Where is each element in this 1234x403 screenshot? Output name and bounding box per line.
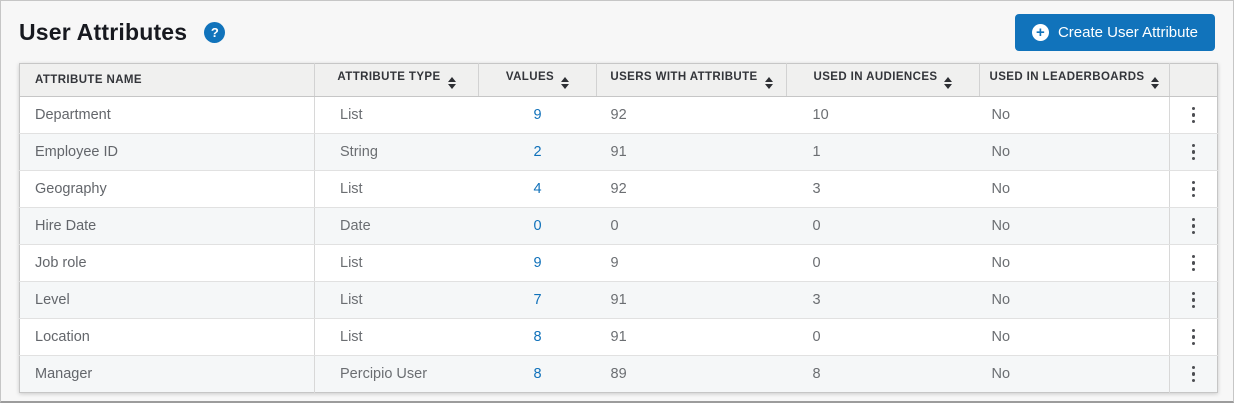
- row-actions-menu-button[interactable]: [1182, 101, 1206, 130]
- table-row: Job role List 9 9 0 No: [20, 245, 1218, 282]
- cell-users-with-attribute: 92: [597, 171, 787, 208]
- cell-users-with-attribute: 91: [597, 134, 787, 171]
- sort-icon: [561, 77, 569, 89]
- row-actions-menu-button[interactable]: [1182, 286, 1206, 315]
- row-actions-menu-button[interactable]: [1182, 175, 1206, 204]
- values-link[interactable]: 2: [533, 144, 541, 160]
- cell-used-in-audiences: 0: [787, 245, 980, 282]
- row-actions-menu-button[interactable]: [1182, 138, 1206, 167]
- page-title: User Attributes: [19, 19, 187, 46]
- cell-used-in-audiences: 0: [787, 208, 980, 245]
- sort-icon: [1151, 77, 1159, 89]
- table-row: Department List 9 92 10 No: [20, 97, 1218, 134]
- cell-attribute-name: Level: [20, 282, 315, 319]
- table-row: Hire Date Date 0 0 0 No: [20, 208, 1218, 245]
- user-attributes-table: ATTRIBUTE NAME ATTRIBUTE TYPE VALUES USE…: [19, 63, 1218, 393]
- sort-icon: [944, 77, 952, 89]
- plus-icon: +: [1032, 24, 1049, 41]
- cell-attribute-name: Geography: [20, 171, 315, 208]
- row-actions-menu-button[interactable]: [1182, 323, 1206, 352]
- cell-used-in-audiences: 0: [787, 319, 980, 356]
- cell-used-in-leaderboards: No: [980, 134, 1170, 171]
- column-header-users[interactable]: USERS WITH ATTRIBUTE: [597, 64, 787, 97]
- cell-used-in-leaderboards: No: [980, 282, 1170, 319]
- column-header-values[interactable]: VALUES: [479, 64, 597, 97]
- page-header: User Attributes ? + Create User Attribut…: [19, 14, 1215, 51]
- row-actions-menu-button[interactable]: [1182, 360, 1206, 389]
- cell-attribute-type: List: [315, 319, 479, 356]
- cell-attribute-type: Percipio User: [315, 356, 479, 393]
- table-row: Manager Percipio User 8 89 8 No: [20, 356, 1218, 393]
- column-header-leaderboards[interactable]: USED IN LEADERBOARDS: [980, 64, 1170, 97]
- values-link[interactable]: 7: [533, 292, 541, 308]
- column-header-type[interactable]: ATTRIBUTE TYPE: [315, 64, 479, 97]
- cell-attribute-name: Department: [20, 97, 315, 134]
- cell-attribute-type: Date: [315, 208, 479, 245]
- values-link[interactable]: 8: [533, 329, 541, 345]
- cell-used-in-leaderboards: No: [980, 208, 1170, 245]
- create-user-attribute-label: Create User Attribute: [1058, 24, 1198, 41]
- cell-attribute-type: String: [315, 134, 479, 171]
- cell-used-in-audiences: 3: [787, 282, 980, 319]
- column-header-actions: [1170, 64, 1218, 97]
- cell-users-with-attribute: 91: [597, 282, 787, 319]
- cell-users-with-attribute: 89: [597, 356, 787, 393]
- sort-icon: [765, 77, 773, 89]
- column-label: USED IN LEADERBOARDS: [990, 71, 1145, 83]
- cell-users-with-attribute: 91: [597, 319, 787, 356]
- cell-attribute-name: Manager: [20, 356, 315, 393]
- column-label: ATTRIBUTE NAME: [35, 74, 142, 86]
- cell-attribute-type: List: [315, 97, 479, 134]
- row-actions-menu-button[interactable]: [1182, 212, 1206, 241]
- help-icon[interactable]: ?: [204, 22, 225, 43]
- column-label: ATTRIBUTE TYPE: [337, 71, 440, 83]
- column-label: VALUES: [506, 71, 554, 83]
- cell-attribute-type: List: [315, 282, 479, 319]
- user-attributes-page: User Attributes ? + Create User Attribut…: [0, 0, 1234, 403]
- table-row: Geography List 4 92 3 No: [20, 171, 1218, 208]
- cell-used-in-audiences: 3: [787, 171, 980, 208]
- table-row: Location List 8 91 0 No: [20, 319, 1218, 356]
- cell-attribute-name: Job role: [20, 245, 315, 282]
- cell-used-in-leaderboards: No: [980, 97, 1170, 134]
- create-user-attribute-button[interactable]: + Create User Attribute: [1015, 14, 1215, 51]
- cell-used-in-leaderboards: No: [980, 171, 1170, 208]
- cell-attribute-type: List: [315, 171, 479, 208]
- cell-attribute-type: List: [315, 245, 479, 282]
- values-link[interactable]: 4: [533, 181, 541, 197]
- table-row: Employee ID String 2 91 1 No: [20, 134, 1218, 171]
- values-link[interactable]: 9: [533, 107, 541, 123]
- column-header-audiences[interactable]: USED IN AUDIENCES: [787, 64, 980, 97]
- cell-users-with-attribute: 9: [597, 245, 787, 282]
- cell-used-in-audiences: 8: [787, 356, 980, 393]
- cell-attribute-name: Hire Date: [20, 208, 315, 245]
- values-link[interactable]: 8: [533, 366, 541, 382]
- cell-used-in-audiences: 1: [787, 134, 980, 171]
- column-header-name: ATTRIBUTE NAME: [20, 64, 315, 97]
- column-label: USERS WITH ATTRIBUTE: [610, 71, 757, 83]
- table-header-row: ATTRIBUTE NAME ATTRIBUTE TYPE VALUES USE…: [20, 64, 1218, 97]
- cell-users-with-attribute: 92: [597, 97, 787, 134]
- sort-icon: [448, 77, 456, 89]
- cell-attribute-name: Employee ID: [20, 134, 315, 171]
- cell-used-in-leaderboards: No: [980, 245, 1170, 282]
- cell-used-in-leaderboards: No: [980, 319, 1170, 356]
- cell-attribute-name: Location: [20, 319, 315, 356]
- values-link[interactable]: 0: [533, 218, 541, 234]
- column-label: USED IN AUDIENCES: [814, 71, 938, 83]
- cell-used-in-leaderboards: No: [980, 356, 1170, 393]
- table-row: Level List 7 91 3 No: [20, 282, 1218, 319]
- cell-users-with-attribute: 0: [597, 208, 787, 245]
- row-actions-menu-button[interactable]: [1182, 249, 1206, 278]
- table-body: Department List 9 92 10 No Employee ID S…: [20, 97, 1218, 393]
- values-link[interactable]: 9: [533, 255, 541, 271]
- cell-used-in-audiences: 10: [787, 97, 980, 134]
